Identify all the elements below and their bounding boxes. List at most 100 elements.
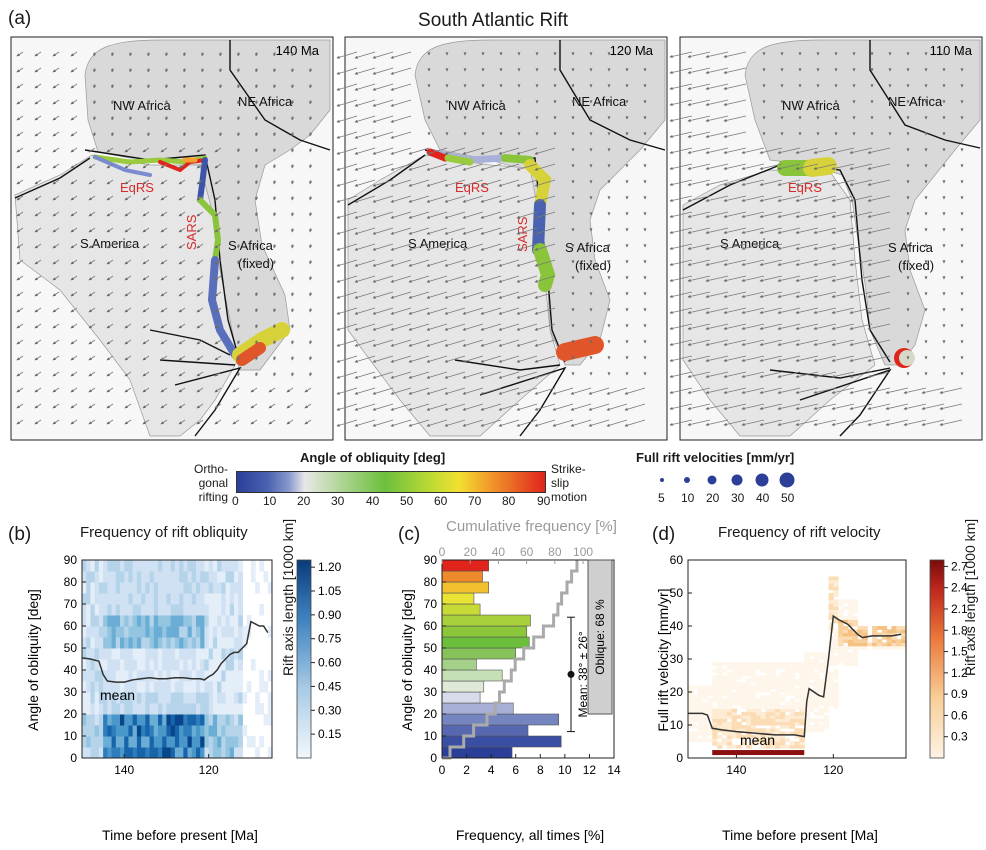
heatmap-cell bbox=[852, 655, 859, 660]
velocity-vector bbox=[849, 371, 873, 378]
velocity-vector bbox=[309, 355, 313, 361]
histogram-bar bbox=[441, 658, 477, 671]
heatmap-cell bbox=[813, 721, 820, 726]
velocity-vector bbox=[286, 419, 294, 425]
velocity-vector bbox=[372, 243, 394, 251]
velocity-vector bbox=[705, 67, 729, 74]
heatmap-cell bbox=[760, 734, 767, 739]
heatmap-cell bbox=[145, 736, 151, 748]
heatmap-cell bbox=[229, 637, 235, 649]
heatmap-cell bbox=[721, 698, 728, 703]
heatmap-cell bbox=[702, 718, 708, 723]
x-tick-label: 4 bbox=[488, 763, 495, 777]
heatmap-cell bbox=[250, 736, 256, 748]
heatmap-cell bbox=[712, 708, 718, 713]
heatmap-cell bbox=[120, 670, 125, 682]
x-tick-label: 140 bbox=[114, 763, 134, 777]
heatmap-cell bbox=[736, 744, 742, 749]
velocity-vector bbox=[444, 355, 466, 363]
velocity-vector bbox=[372, 195, 394, 203]
velocity-vector bbox=[759, 195, 783, 202]
heatmap-cell bbox=[755, 675, 762, 680]
heatmap-cell bbox=[120, 659, 125, 671]
heatmap-cell bbox=[128, 560, 134, 572]
velocity-vector bbox=[516, 147, 538, 155]
heatmap-cell bbox=[174, 637, 180, 649]
heatmap-cell bbox=[229, 560, 235, 572]
orthogonal-label: Ortho- gonal rifting bbox=[176, 462, 228, 504]
velocity-vector bbox=[196, 163, 204, 169]
velocity-vector bbox=[867, 291, 891, 298]
heatmap-cell bbox=[726, 672, 733, 676]
heatmap-cell bbox=[217, 560, 222, 572]
heatmap-cell bbox=[775, 695, 781, 700]
panel-d-colorbar-label-html: Rift axis length [1000 km] bbox=[962, 518, 978, 676]
heatmap-cell bbox=[784, 682, 791, 686]
velocity-vector bbox=[516, 179, 538, 187]
heatmap-cell bbox=[692, 698, 699, 703]
heatmap-cell bbox=[862, 642, 868, 647]
velocity-vector bbox=[372, 307, 394, 315]
velocity-vector bbox=[669, 211, 693, 218]
panel-b-frame bbox=[81, 559, 273, 759]
velocity-vector bbox=[867, 419, 891, 426]
velocity-dot-30 bbox=[731, 474, 743, 486]
heatmap-cell bbox=[760, 728, 767, 733]
heatmap-cell bbox=[149, 747, 155, 759]
heatmap-cell bbox=[128, 604, 134, 616]
velocity-vector bbox=[777, 163, 801, 170]
heatmap-cell bbox=[847, 662, 854, 667]
velocity-vector bbox=[534, 339, 556, 347]
velocity-vector bbox=[336, 387, 358, 395]
velocity-vector bbox=[813, 291, 837, 298]
tick-0: 0 bbox=[232, 494, 239, 508]
heatmap-cell bbox=[750, 668, 757, 673]
heatmap-cell bbox=[115, 736, 121, 748]
heatmap-cell bbox=[90, 692, 96, 704]
heatmap-cell bbox=[82, 714, 87, 726]
velocity-vector bbox=[34, 371, 42, 377]
heatmap-cell bbox=[804, 665, 810, 670]
heatmap-cell bbox=[726, 682, 733, 686]
velocity-vector bbox=[214, 243, 222, 249]
heatmap-cell bbox=[809, 718, 815, 723]
heatmap-cell bbox=[726, 708, 733, 713]
heatmap-cell bbox=[242, 626, 248, 638]
velocity-vector bbox=[687, 211, 711, 218]
heatmap-cell bbox=[813, 678, 820, 683]
velocity-vector bbox=[70, 259, 78, 265]
heatmap-cell bbox=[234, 560, 239, 572]
heatmap-cell bbox=[799, 708, 805, 713]
heatmap-cell bbox=[794, 682, 800, 686]
velocity-vector bbox=[52, 51, 60, 57]
velocity-vector bbox=[498, 259, 520, 267]
heatmap-cell bbox=[196, 747, 201, 759]
heatmap-cell bbox=[726, 692, 733, 696]
velocity-vector bbox=[795, 195, 819, 202]
velocity-vector bbox=[867, 307, 891, 314]
velocity-vector bbox=[534, 403, 556, 411]
velocity-vector bbox=[480, 307, 502, 315]
velocity-vector bbox=[16, 291, 24, 297]
velocity-vector bbox=[705, 147, 729, 154]
heatmap-cell bbox=[712, 668, 718, 673]
heatmap-cell bbox=[158, 670, 163, 682]
heatmap-cell bbox=[86, 670, 91, 682]
heatmap-cell bbox=[120, 681, 125, 693]
heatmap-cell bbox=[770, 701, 776, 706]
velocity-legend-values: 5 10 20 30 40 50 bbox=[640, 491, 820, 505]
panel-d-colorbar-ticks: 0.30.60.91.21.51.82.12.42.7 bbox=[944, 559, 968, 744]
heatmap-cell bbox=[183, 703, 189, 715]
velocity-vector bbox=[705, 211, 729, 218]
heatmap-cell bbox=[196, 670, 201, 682]
velocity-vector bbox=[160, 211, 168, 217]
velocity-vector bbox=[867, 275, 891, 282]
heatmap-cell bbox=[217, 615, 222, 627]
heatmap-cell bbox=[153, 725, 159, 737]
velocity-vector bbox=[52, 419, 60, 425]
heatmap-cell bbox=[891, 629, 897, 634]
heatmap-cell bbox=[838, 642, 844, 647]
velocity-vector bbox=[849, 387, 873, 394]
velocity-vector bbox=[669, 259, 693, 266]
velocity-vector bbox=[142, 387, 150, 393]
